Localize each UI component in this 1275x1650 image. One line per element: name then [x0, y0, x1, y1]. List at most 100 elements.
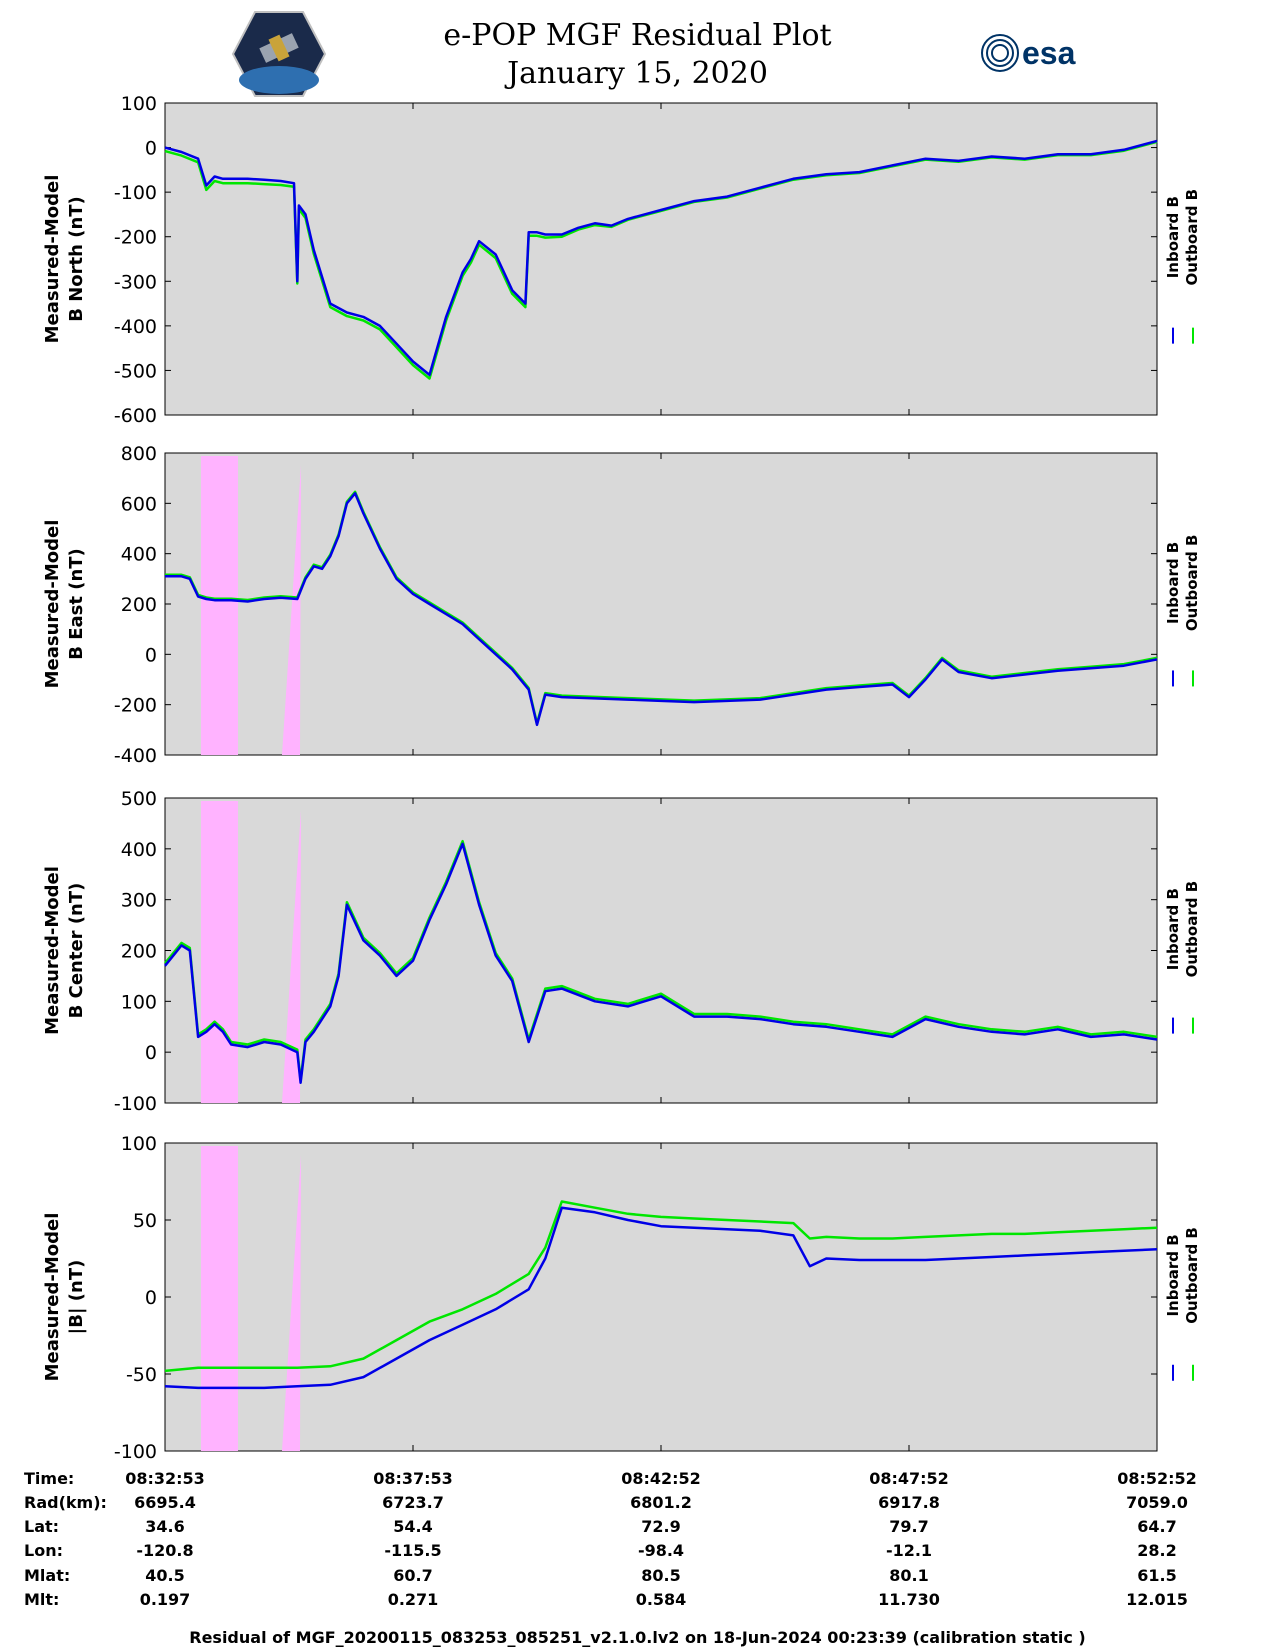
table-cell: 54.4: [393, 1517, 433, 1536]
table-cell: 60.7: [393, 1566, 433, 1585]
panel-4-ytick-label: -50: [126, 1364, 157, 1386]
table-cell: 6917.8: [878, 1493, 940, 1512]
table-cell: 0.584: [635, 1590, 687, 1609]
panel-2-ytick-label: 800: [121, 443, 157, 465]
table-cell: 64.7: [1137, 1517, 1177, 1536]
table-cell: 08:42:52: [621, 1469, 701, 1488]
panel-4-series-outboard: [164, 1200, 1158, 1373]
panel-3-ytick-label: 500: [121, 788, 157, 810]
panel-3-ytick-label: 200: [121, 941, 157, 963]
table-cell: -12.1: [885, 1541, 933, 1560]
panel-1-ylabel-line1: Measured-Model: [42, 175, 63, 344]
panel-3-ylabel-line2: B Center (nT): [66, 883, 87, 1019]
panel-3-ylabel-line1: Measured-Model: [42, 866, 63, 1035]
panel-2-legend-outboard: Outboard B: [1183, 535, 1201, 632]
table-cell: 0.271: [387, 1590, 439, 1609]
panel-4-legend-outboard: Outboard B: [1183, 1227, 1201, 1324]
table-cell: 6723.7: [382, 1493, 444, 1512]
table-cell: 72.9: [641, 1517, 681, 1536]
panel-2-highlight-wedge: [282, 465, 301, 755]
table-row-label: Mlt:: [24, 1590, 60, 1609]
panel-2-ytick-label: 0: [145, 644, 157, 666]
panel-2-ytick-label: 400: [121, 544, 157, 566]
panel-2-background: [164, 452, 1158, 756]
table-cell: 7059.0: [1126, 1493, 1188, 1512]
panel-2-ylabel-line1: Measured-Model: [42, 520, 63, 689]
table-cell: 79.7: [889, 1517, 929, 1536]
table-cell: -98.4: [637, 1541, 685, 1560]
plot-title: e-POP MGF Residual Plot: [443, 18, 832, 53]
panel-3-series-inboard: [164, 842, 1158, 1084]
panel-4-series-inboard: [164, 1206, 1158, 1390]
panel-1-ytick-label: -200: [114, 227, 157, 249]
panel-1-ytick-label: 100: [121, 93, 157, 115]
panel-1-legend-outboard: Outboard B: [1183, 189, 1201, 286]
panel-3-highlight-wedge: [282, 810, 301, 1103]
panel-4-legend-inboard: Inboard B: [1164, 1234, 1182, 1316]
panel-2-legend-inboard: Inboard B: [1164, 542, 1182, 624]
table-cell: 61.5: [1137, 1566, 1177, 1585]
table-row-label: Rad(km):: [24, 1493, 107, 1512]
panel-4-highlight-wedge: [282, 1155, 301, 1451]
panel-3-ytick-label: 400: [121, 839, 157, 861]
panel-2-ytick-label: -200: [114, 695, 157, 717]
panel-1-ytick-label: -300: [114, 271, 157, 293]
panel-1-background: [164, 102, 1158, 416]
panel-4-ytick-label: 50: [133, 1210, 157, 1232]
table-cell: 80.5: [641, 1566, 681, 1585]
table-cell: 08:52:52: [1117, 1469, 1197, 1488]
panel-1-ytick-label: -400: [114, 316, 157, 338]
panel-2-ytick-label: 200: [121, 594, 157, 616]
table-cell: 28.2: [1137, 1541, 1177, 1560]
panel-3-ytick-label: -100: [114, 1093, 157, 1115]
table-cell: 08:37:53: [373, 1469, 453, 1488]
panel-4-background: [164, 1142, 1158, 1452]
panel-2-series-inboard: [165, 492, 1158, 727]
panel-3-background: [164, 797, 1158, 1104]
plot-date: January 15, 2020: [507, 56, 768, 91]
panel-4-highlight-band: [201, 1146, 238, 1451]
panel-1-ytick-label: -600: [114, 405, 157, 427]
panel-1-legend-inboard: Inboard B: [1164, 196, 1182, 278]
table-cell: 34.6: [145, 1517, 185, 1536]
table-row-label: Lon:: [24, 1541, 63, 1560]
table-row-label: Lat:: [24, 1517, 60, 1536]
table-cell: 6695.4: [134, 1493, 196, 1512]
panel-2-highlight-band: [201, 456, 238, 755]
panel-1-ytick-label: -500: [114, 360, 157, 382]
table-cell: 6801.2: [630, 1493, 692, 1512]
panel-3-ytick-label: 0: [145, 1042, 157, 1064]
table-row-label: Mlat:: [24, 1566, 71, 1585]
table-cell: 08:32:53: [125, 1469, 205, 1488]
table-cell: 40.5: [145, 1566, 185, 1585]
panel-1-series-inboard: [164, 139, 1158, 377]
panel-3-legend-inboard: Inboard B: [1164, 888, 1182, 970]
panel-3-ytick-label: 300: [121, 890, 157, 912]
table-cell: -120.8: [136, 1541, 194, 1560]
table-cell: 0.197: [139, 1590, 191, 1609]
table-cell: 80.1: [889, 1566, 929, 1585]
table-cell: -115.5: [384, 1541, 442, 1560]
esa-logo-icon: esa: [981, 34, 1076, 72]
footer-caption: Residual of MGF_20200115_083253_085251_v…: [189, 1628, 1086, 1647]
panel-1-ytick-label: 0: [145, 138, 157, 160]
panel-4-ylabel-line2: |B| (nT): [66, 1260, 87, 1335]
panel-2-ylabel-line2: B East (nT): [66, 548, 87, 660]
panel-4-ylabel-line1: Measured-Model: [42, 1213, 63, 1382]
table-cell: 11.730: [878, 1590, 940, 1609]
panel-2-ytick-label: -400: [114, 745, 157, 767]
table-row-label: Time:: [24, 1469, 75, 1488]
panel-1-ylabel-line2: B North (nT): [66, 196, 87, 322]
table-cell: 08:47:52: [869, 1469, 949, 1488]
svg-text:esa: esa: [1022, 35, 1076, 71]
panel-3-ytick-label: 100: [121, 991, 157, 1013]
table-cell: 12.015: [1126, 1590, 1188, 1609]
panel-3-legend-outboard: Outboard B: [1183, 881, 1201, 978]
panel-1-ytick-label: -100: [114, 182, 157, 204]
panel-4-ytick-label: 0: [145, 1287, 157, 1309]
cassiope-logo-icon: [231, 11, 327, 97]
panel-4-ytick-label: -100: [114, 1441, 157, 1463]
panel-4-ytick-label: 100: [121, 1133, 157, 1155]
panel-2-ytick-label: 600: [121, 493, 157, 515]
